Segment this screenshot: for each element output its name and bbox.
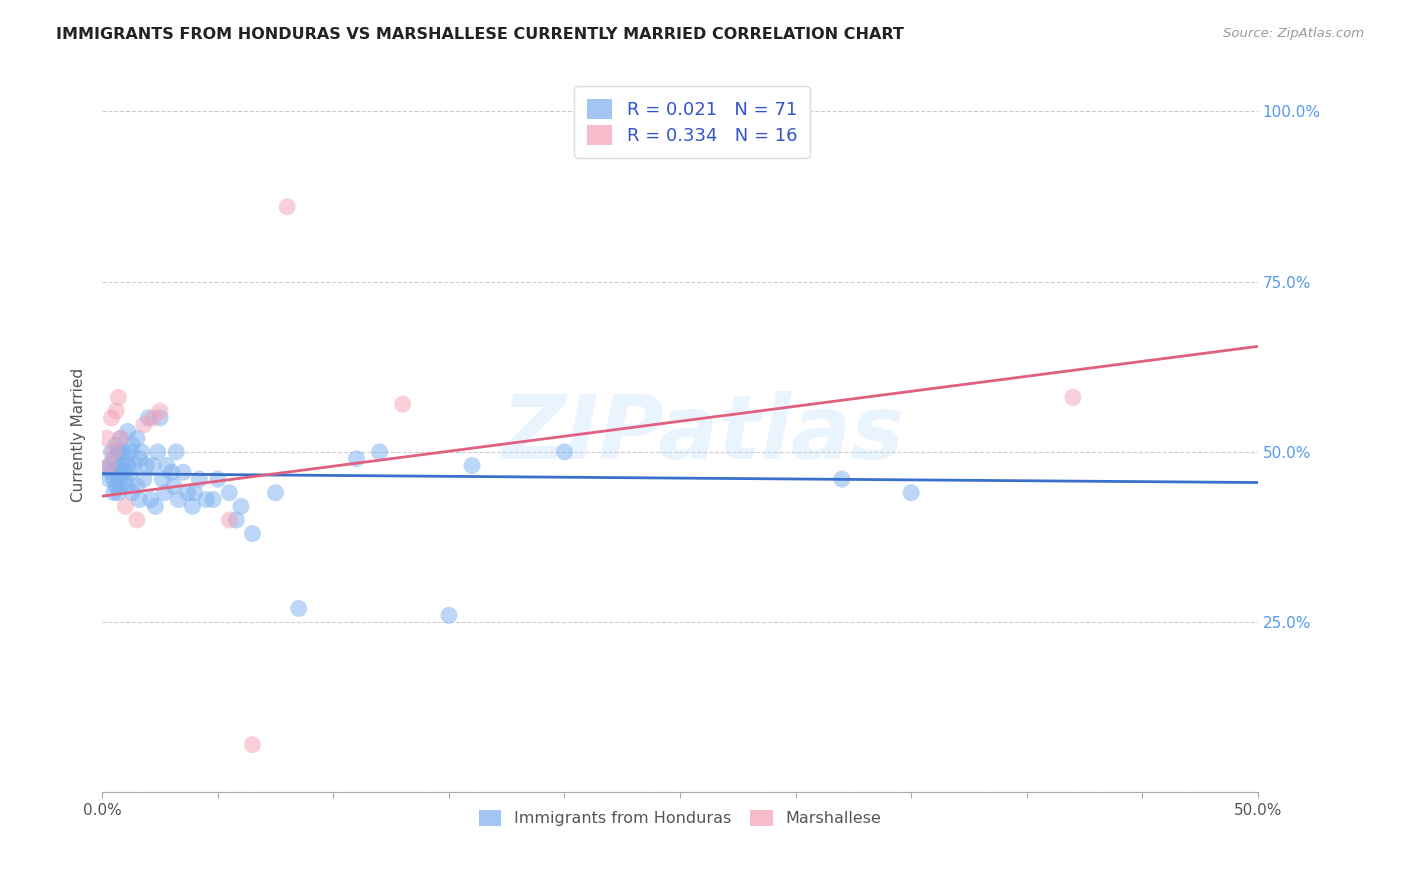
- Point: [107, 466, 129, 480]
- Point: [150, 472, 173, 486]
- Point: [553, 445, 575, 459]
- Point: [100, 466, 122, 480]
- Point: [98, 458, 121, 473]
- Point: [105, 458, 128, 473]
- Point: [121, 485, 143, 500]
- Point: [132, 472, 155, 486]
- Point: [132, 417, 155, 432]
- Point: [121, 438, 143, 452]
- Point: [96, 462, 118, 476]
- Point: [128, 492, 150, 507]
- Point: [103, 485, 125, 500]
- Point: [188, 472, 211, 486]
- Text: Source: ZipAtlas.com: Source: ZipAtlas.com: [1223, 27, 1364, 40]
- Point: [202, 492, 225, 507]
- Point: [125, 479, 148, 493]
- Text: IMMIGRANTS FROM HONDURAS VS MARSHALLESE CURRENTLY MARRIED CORRELATION CHART: IMMIGRANTS FROM HONDURAS VS MARSHALLESE …: [56, 27, 904, 42]
- Point: [111, 445, 134, 459]
- Point: [207, 472, 229, 486]
- Point: [131, 445, 153, 459]
- Point: [138, 410, 160, 425]
- Point: [181, 500, 204, 514]
- Point: [142, 410, 165, 425]
- Point: [114, 500, 136, 514]
- Point: [103, 451, 125, 466]
- Point: [242, 738, 264, 752]
- Point: [165, 445, 187, 459]
- Point: [125, 431, 148, 445]
- Point: [437, 608, 460, 623]
- Point: [107, 485, 129, 500]
- Point: [105, 479, 128, 493]
- Point: [145, 500, 167, 514]
- Point: [128, 451, 150, 466]
- Point: [264, 485, 287, 500]
- Point: [100, 445, 122, 459]
- Point: [163, 479, 186, 493]
- Point: [831, 472, 853, 486]
- Point: [160, 466, 183, 480]
- Point: [110, 431, 132, 445]
- Point: [195, 492, 218, 507]
- Point: [118, 445, 141, 459]
- Point: [98, 472, 121, 486]
- Point: [105, 438, 128, 452]
- Point: [229, 500, 252, 514]
- Point: [110, 458, 132, 473]
- Point: [287, 601, 309, 615]
- Point: [276, 200, 298, 214]
- Point: [124, 458, 146, 473]
- Point: [103, 445, 125, 459]
- Point: [461, 458, 484, 473]
- Point: [391, 397, 413, 411]
- Point: [149, 404, 172, 418]
- Point: [218, 485, 240, 500]
- Point: [1062, 391, 1084, 405]
- Point: [172, 466, 194, 480]
- Point: [117, 425, 139, 439]
- Point: [117, 458, 139, 473]
- Point: [103, 472, 125, 486]
- Point: [146, 445, 169, 459]
- Point: [105, 404, 128, 418]
- Point: [900, 485, 922, 500]
- Point: [107, 445, 129, 459]
- Point: [139, 492, 162, 507]
- Point: [242, 526, 264, 541]
- Point: [183, 485, 205, 500]
- Point: [98, 458, 121, 473]
- Point: [118, 466, 141, 480]
- Point: [177, 485, 200, 500]
- Y-axis label: Currently Married: Currently Married: [72, 368, 86, 502]
- Point: [368, 445, 391, 459]
- Text: ZIPatlas: ZIPatlas: [502, 392, 904, 478]
- Point: [153, 485, 176, 500]
- Point: [100, 410, 122, 425]
- Point: [107, 391, 129, 405]
- Point: [156, 458, 179, 473]
- Point: [167, 492, 190, 507]
- Point: [110, 479, 132, 493]
- Point: [125, 513, 148, 527]
- Point: [114, 472, 136, 486]
- Point: [218, 513, 240, 527]
- Point: [346, 451, 368, 466]
- Point: [149, 410, 172, 425]
- Point: [111, 466, 134, 480]
- Point: [110, 431, 132, 445]
- Point: [114, 451, 136, 466]
- Point: [117, 479, 139, 493]
- Point: [225, 513, 247, 527]
- Legend: Immigrants from Honduras, Marshallese: Immigrants from Honduras, Marshallese: [471, 802, 890, 834]
- Point: [142, 458, 165, 473]
- Point: [135, 458, 157, 473]
- Point: [96, 431, 118, 445]
